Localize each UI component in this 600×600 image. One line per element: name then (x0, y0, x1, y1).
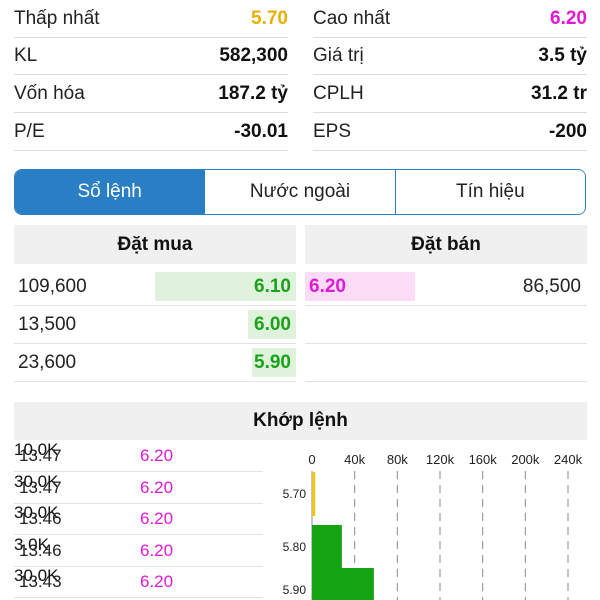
trade-time: 13:43 (19, 572, 62, 592)
buy-order-price: 5.90 (254, 352, 291, 373)
tab-1[interactable]: Nước ngoài (205, 170, 396, 214)
trade-row: 13:47 6.20 30.0K (14, 472, 263, 504)
stat-value: 3.5 tỷ (538, 44, 587, 66)
trade-volume: 30.0K (14, 503, 59, 523)
stat-label: CPLH (313, 82, 364, 104)
stat-value: 5.70 (251, 7, 288, 29)
stat-row: Vốn hóa 187.2 tỷ (14, 75, 288, 113)
sell-order-row: 86,500 6.20 (305, 268, 587, 306)
sell-order-row (305, 344, 587, 382)
trade-time: 13:46 (19, 540, 62, 560)
stat-value: -200 (548, 120, 587, 142)
stat-label: P/E (14, 120, 45, 142)
sell-depth-bar (305, 272, 415, 301)
stat-label: Thấp nhất (14, 7, 100, 29)
trade-price: 6.20 (140, 540, 174, 560)
stat-row: P/E -30.01 (14, 113, 288, 151)
stat-value: 31.2 tr (531, 82, 587, 104)
sell-order-row (305, 306, 587, 344)
stat-value: 6.20 (550, 7, 587, 29)
trade-volume: 30.0K (14, 471, 59, 491)
trade-price: 6.20 (140, 477, 174, 497)
stat-row: Thấp nhất 5.70 (14, 0, 288, 38)
x-tick-label: 120k (426, 452, 455, 467)
trade-row: 13:46 6.20 3.0K (14, 535, 263, 567)
stat-row: CPLH 31.2 tr (313, 75, 587, 113)
x-tick-label: 240k (554, 452, 583, 467)
tab-0[interactable]: Sổ lệnh (15, 170, 206, 214)
price-level-label: 5.70 (283, 487, 307, 501)
x-tick-label: 0 (308, 452, 315, 467)
volume-bar (312, 525, 342, 569)
buy-order-row: 109,600 6.10 (14, 268, 296, 306)
trade-row: 13:43 6.20 30.0K (14, 566, 263, 599)
trade-volume: 3.0K (14, 534, 49, 554)
stat-label: Giá trị (313, 44, 364, 66)
trade-price: 6.20 (140, 446, 174, 465)
volume-bar (312, 568, 374, 600)
sell-order-volume: 86,500 (522, 276, 581, 297)
buy-order-volume: 109,600 (18, 276, 87, 297)
sell-orders-header: Đặt bán (305, 225, 587, 264)
buy-depth-bar (248, 310, 296, 339)
trade-volume: 10.0K (14, 440, 59, 459)
matched-orders-header: Khớp lệnh (14, 402, 587, 440)
price-level-label: 5.90 (283, 583, 307, 597)
volume-bar (312, 472, 316, 516)
buy-order-row: 13,500 6.00 (14, 306, 296, 344)
stat-label: EPS (313, 120, 352, 142)
trade-volume: 30.0K (14, 566, 59, 586)
stat-value: 187.2 tỷ (218, 82, 288, 104)
buy-depth-bar (155, 272, 296, 301)
buy-order-row: 23,600 5.90 (14, 344, 296, 382)
stat-row: Giá trị 3.5 tỷ (313, 37, 587, 75)
price-level-label: 5.80 (283, 540, 307, 554)
x-tick-label: 200k (511, 452, 540, 467)
stat-row: KL 582,300 (14, 37, 288, 75)
trade-time: 13:46 (19, 509, 62, 529)
x-tick-label: 40k (344, 452, 365, 467)
buy-order-volume: 23,600 (18, 352, 77, 373)
buy-order-price: 6.00 (254, 314, 291, 335)
stat-value: -30.01 (234, 120, 288, 142)
buy-order-price: 6.10 (254, 276, 291, 297)
sell-order-price: 6.20 (309, 276, 346, 297)
trade-time: 13:47 (19, 446, 62, 465)
buy-orders-header: Đặt mua (14, 225, 296, 264)
x-tick-label: 80k (387, 452, 408, 467)
buy-depth-bar (252, 348, 296, 377)
volume-by-price-chart: 0 40k 80k 120k 160k 200k 240k 5.70 5.80 5.90 (283, 452, 583, 600)
stat-label: Cao nhất (313, 7, 391, 29)
trade-row: 13:47 6.20 10.0K (14, 440, 263, 472)
trade-row: 13:46 6.20 30.0K (14, 503, 263, 536)
stat-value: 582,300 (219, 44, 288, 66)
buy-order-volume: 13,500 (18, 314, 77, 335)
trade-price: 6.20 (140, 572, 174, 592)
tab-bar: Sổ lệnh Nước ngoài Tín hiệu (14, 169, 586, 215)
stat-label: KL (14, 44, 38, 66)
stat-label: Vốn hóa (14, 82, 85, 104)
stat-row: Cao nhất 6.20 (313, 0, 587, 38)
tab-2[interactable]: Tín hiệu (395, 170, 585, 214)
stat-row: EPS -200 (313, 113, 587, 151)
trade-price: 6.20 (140, 509, 174, 529)
trade-time: 13:47 (19, 477, 62, 497)
x-tick-label: 160k (469, 452, 498, 467)
